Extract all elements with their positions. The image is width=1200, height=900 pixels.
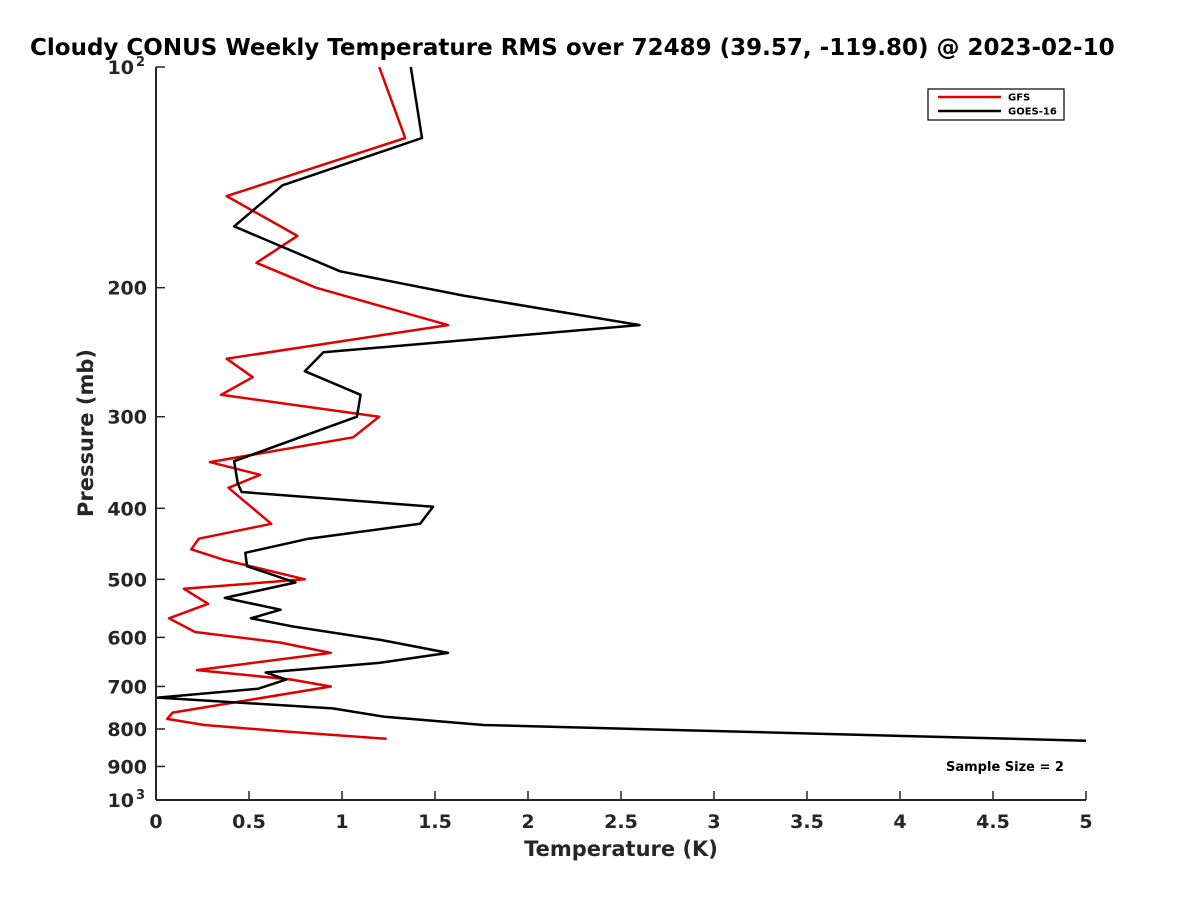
y-tick-label: 400 (107, 498, 147, 520)
x-tick-label: 5 (1079, 811, 1092, 833)
x-axis-label: Temperature (K) (524, 837, 718, 861)
x-tick-label: 4 (893, 811, 906, 833)
legend-label: GOES-16 (1008, 107, 1057, 118)
sample-size-annotation: Sample Size = 2 (946, 760, 1064, 775)
y-tick-label: 700 (107, 676, 147, 698)
legend: GFS GOES-16 (927, 88, 1065, 121)
x-tick-label: 1 (335, 811, 348, 833)
y-tick-label: 800 (107, 719, 147, 741)
chart-title: Cloudy CONUS Weekly Temperature RMS over… (30, 35, 1115, 61)
y-tick-exponent: 2 (136, 55, 145, 70)
legend-label: GFS (1008, 93, 1030, 104)
x-tick-label: 3.5 (790, 811, 824, 833)
y-tick-label: 300 (107, 407, 147, 429)
x-tick-label: 0.5 (232, 811, 266, 833)
x-tick-group: 0 0.5 1 1.5 2 2.5 3 3.5 4 4.5 5 (149, 791, 1093, 833)
y-tick-label: 500 (107, 569, 147, 591)
x-tick-label: 2 (521, 811, 534, 833)
y-axis-label: Pressure (mb) (74, 349, 98, 517)
series-line-gfs (165, 66, 450, 741)
y-tick-label: 600 (107, 627, 147, 649)
x-tick-label: 1.5 (418, 811, 452, 833)
x-tick-label: 0 (149, 811, 162, 833)
y-tick-label: 10 (108, 57, 134, 79)
y-tick-label: 200 (107, 278, 147, 300)
x-tick-label: 4.5 (976, 811, 1010, 833)
x-tick-label: 3 (707, 811, 720, 833)
legend-box (927, 88, 1065, 121)
x-tick-label: 2.5 (604, 811, 638, 833)
y-tick-exponent: 3 (136, 788, 145, 803)
plot-series-group (156, 66, 1087, 742)
y-tick-label: 10 (108, 790, 134, 812)
y-tick-label: 900 (107, 756, 147, 778)
series-line-goes-16 (156, 66, 1087, 742)
